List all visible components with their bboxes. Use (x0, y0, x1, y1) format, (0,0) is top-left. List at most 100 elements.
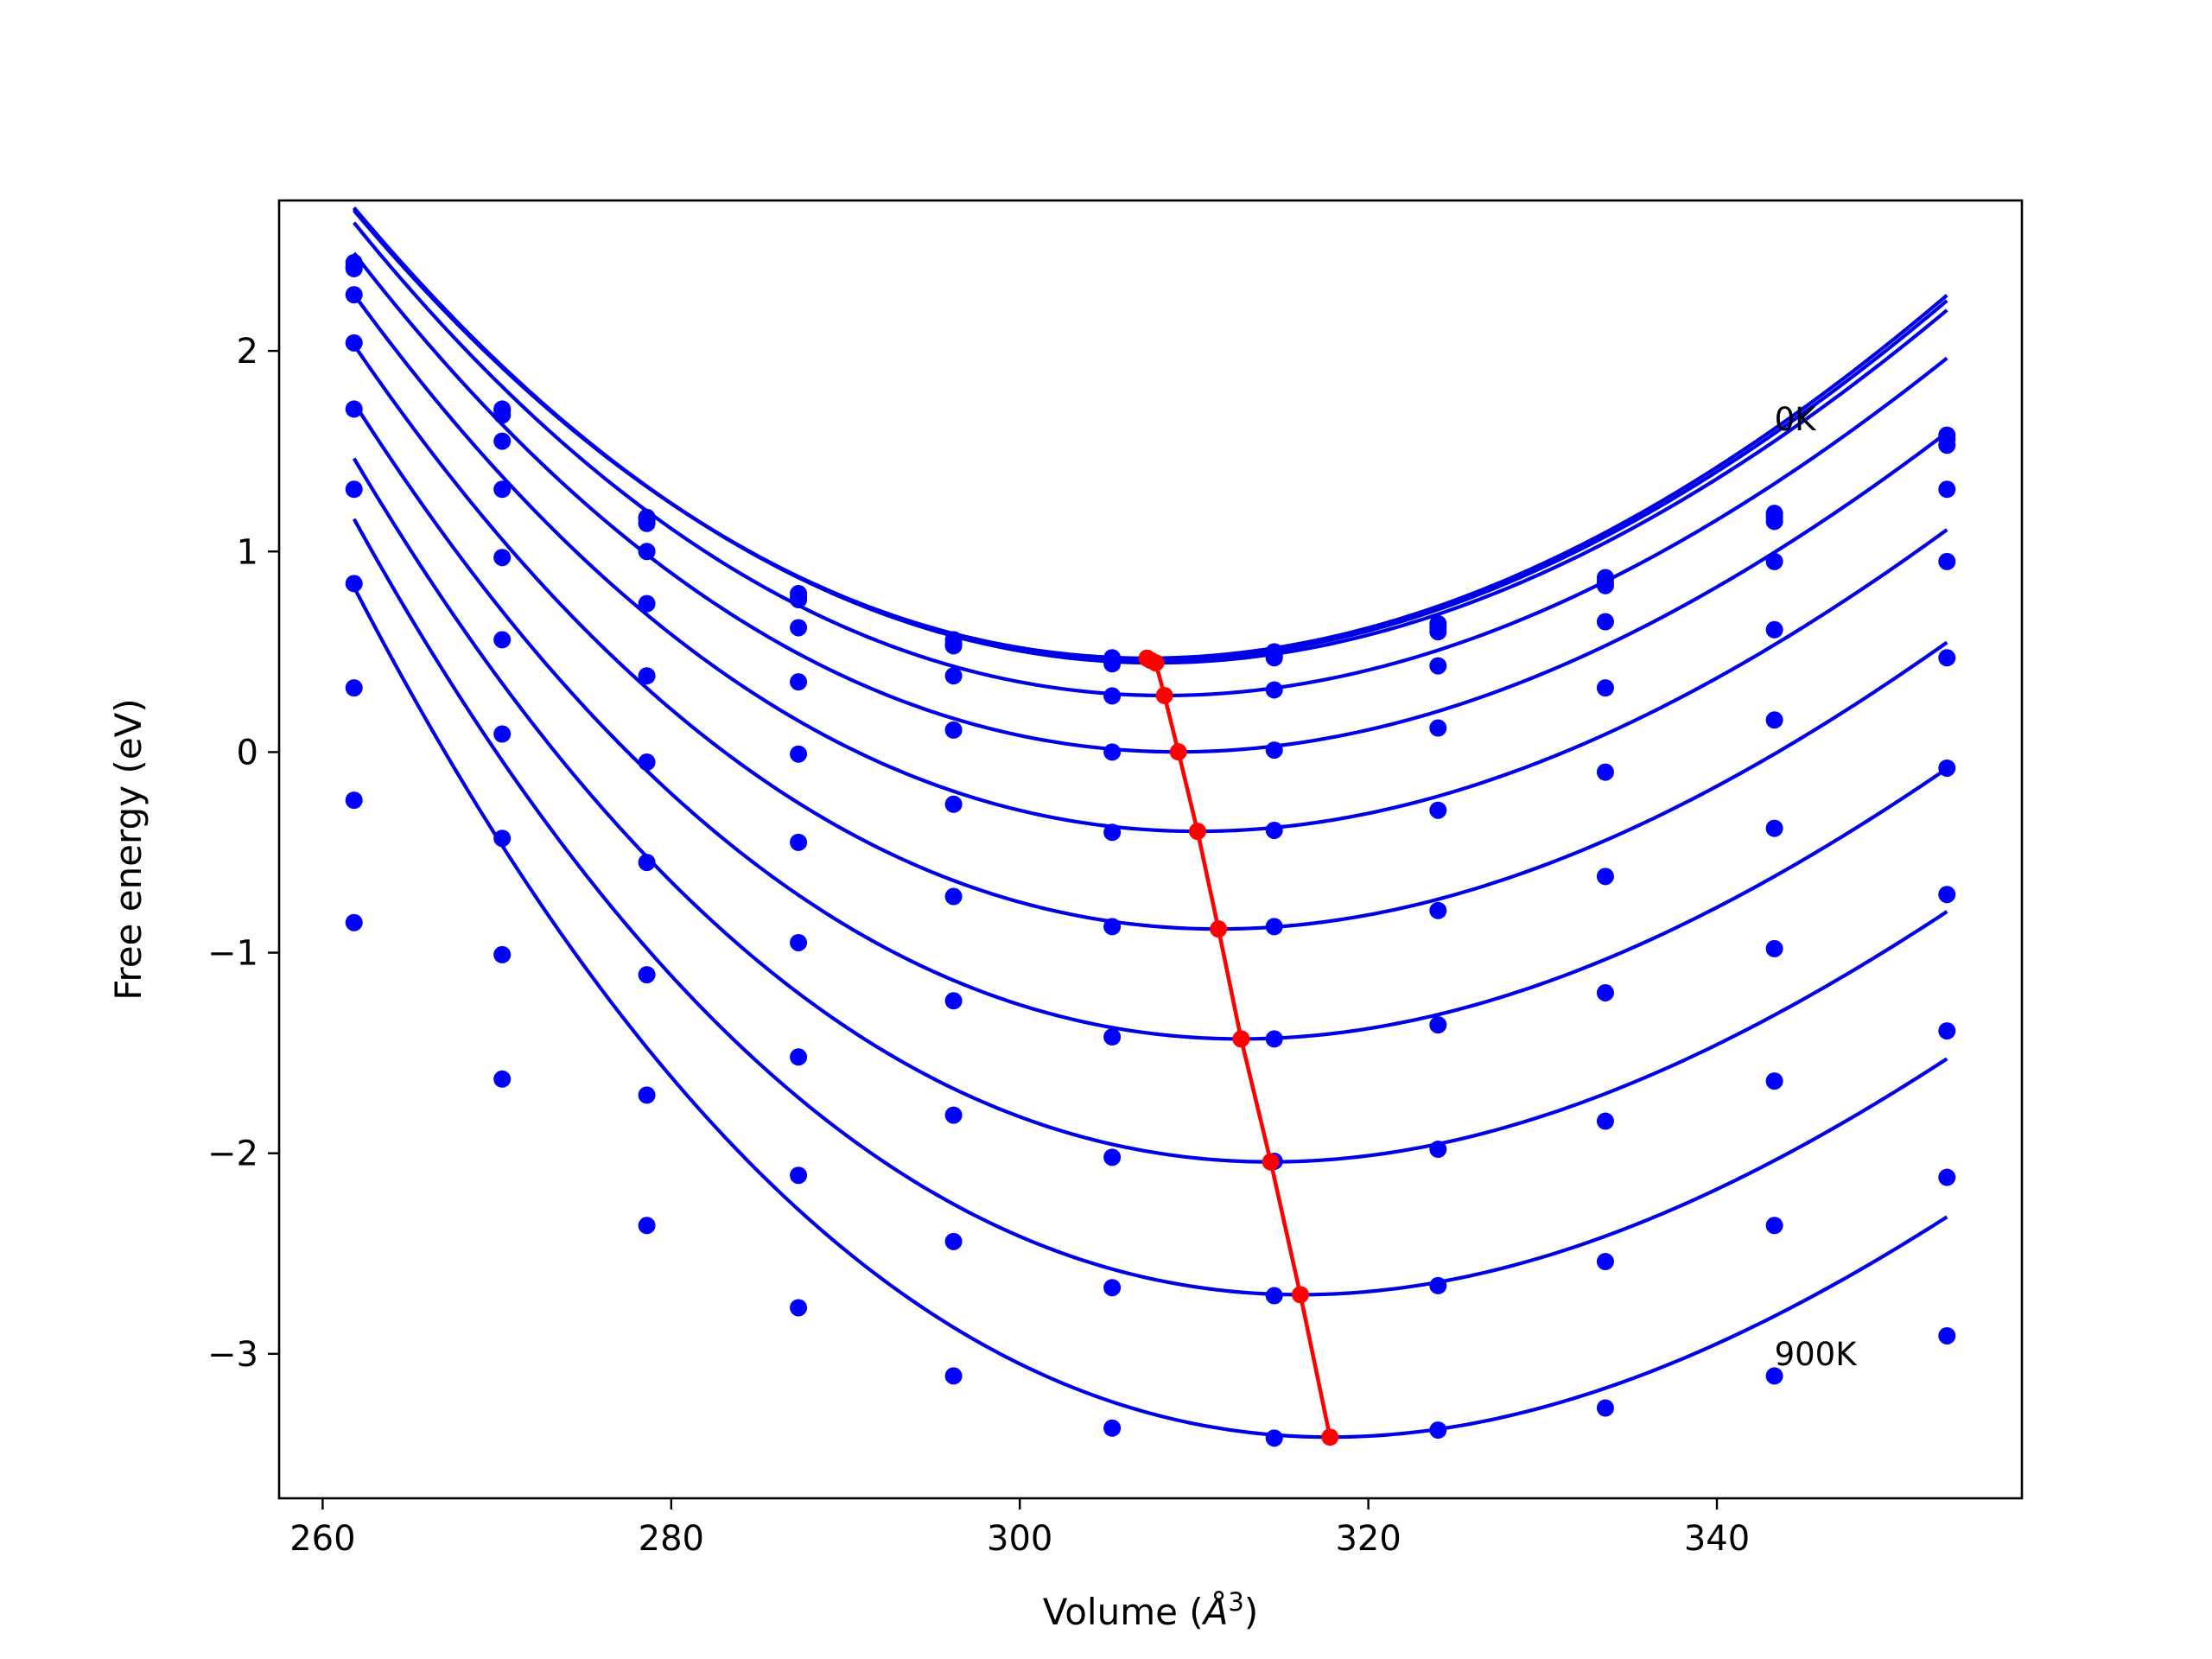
data-point (1596, 1112, 1614, 1130)
data-point (638, 514, 656, 532)
fit-curve-4 (353, 251, 1948, 754)
data-point (790, 673, 808, 691)
data-point (1103, 1148, 1122, 1166)
data-point (1765, 711, 1783, 729)
data-point (1103, 655, 1122, 673)
y-tick-label: 2 (237, 332, 258, 372)
data-point (345, 575, 363, 593)
data-point (345, 791, 363, 810)
data-point (493, 830, 512, 848)
x-axis-label-exponent: 3 (1228, 1587, 1243, 1617)
data-point (790, 833, 808, 851)
data-point (1596, 1253, 1614, 1271)
y-tick-label: 0 (237, 733, 258, 772)
data-point (638, 1086, 656, 1104)
series-annotation: 0K (1775, 401, 1818, 438)
data-point (1765, 1367, 1783, 1385)
data-point (1596, 613, 1614, 631)
data-point (790, 1166, 808, 1185)
data-point (1596, 1399, 1614, 1417)
series-4 (345, 251, 1956, 761)
data-point (790, 933, 808, 951)
series-9 (345, 518, 1956, 1305)
fit-curve-10 (352, 586, 1948, 1440)
data-point (1596, 763, 1614, 781)
data-point (1596, 868, 1614, 886)
y-axis-label: Free energy (eV) (107, 698, 149, 1001)
data-point (493, 945, 512, 963)
data-point (1765, 939, 1783, 957)
data-point (944, 721, 963, 739)
data-point (1596, 576, 1614, 594)
data-point (1265, 681, 1283, 699)
data-point (1596, 679, 1614, 697)
data-point (638, 966, 656, 984)
data-point (1265, 1287, 1283, 1305)
data-point (1429, 1421, 1447, 1440)
minimum-point (1321, 1428, 1339, 1446)
data-point (493, 432, 512, 450)
data-point (1938, 1022, 1956, 1040)
fit-curve-8 (352, 457, 1948, 1164)
x-axis-ticks: 260 280 300 320 340 (289, 1498, 1750, 1559)
data-point (1429, 1016, 1447, 1034)
fit-curve-5 (353, 293, 1948, 834)
data-point (944, 887, 963, 906)
data-point (1103, 823, 1122, 842)
data-point (1265, 821, 1283, 839)
data-point (638, 854, 656, 872)
x-axis-label-prefix: Volume ( (1043, 1591, 1204, 1633)
series-10 (345, 586, 1956, 1447)
data-point (345, 334, 363, 352)
series-3 (345, 221, 1956, 705)
series-annotation: 900K (1775, 1336, 1859, 1373)
data-point (1765, 620, 1783, 639)
data-point (1429, 719, 1447, 737)
data-point (1103, 918, 1122, 936)
data-point (1938, 480, 1956, 499)
x-axis-label: Volume (Å3) (1043, 1587, 1259, 1633)
data-point (1938, 649, 1956, 667)
data-point (1938, 552, 1956, 570)
data-point (493, 1070, 512, 1088)
y-axis-ticks: −3 −2 −1 0 1 2 (207, 332, 279, 1375)
y-tick-label: −3 (207, 1335, 258, 1375)
data-point (790, 1048, 808, 1066)
data-point (1765, 1217, 1783, 1235)
data-point (1765, 819, 1783, 837)
data-point (345, 400, 363, 418)
fit-curve-3 (353, 221, 1948, 698)
data-point (493, 406, 512, 424)
data-point (1103, 1028, 1122, 1046)
data-point (944, 992, 963, 1010)
data-point (1103, 1419, 1122, 1437)
data-point (1429, 1141, 1447, 1159)
x-axis-label-unit: Å (1201, 1590, 1229, 1633)
minimum-point (1147, 654, 1165, 672)
data-point (1103, 743, 1122, 761)
data-point (493, 631, 512, 649)
data-point (1103, 1279, 1122, 1297)
data-point (638, 594, 656, 613)
data-point (1429, 1276, 1447, 1294)
data-point (1429, 901, 1447, 919)
data-point (1265, 1030, 1283, 1048)
data-point (790, 1299, 808, 1317)
data-point (944, 637, 963, 655)
data-point (493, 480, 512, 499)
data-point (345, 913, 363, 931)
data-point (1429, 801, 1447, 819)
x-tick-label: 260 (289, 1519, 355, 1559)
minimum-point (1210, 920, 1228, 938)
x-tick-label: 340 (1684, 1519, 1750, 1559)
data-point (1265, 741, 1283, 760)
fit-curve-9 (352, 518, 1948, 1297)
data-point (493, 725, 512, 743)
fit-curve-7 (352, 402, 1948, 1041)
minimum-point (1155, 686, 1173, 704)
data-point (1938, 886, 1956, 904)
fit-curve-6 (352, 344, 1948, 931)
series-5 (345, 293, 1956, 842)
